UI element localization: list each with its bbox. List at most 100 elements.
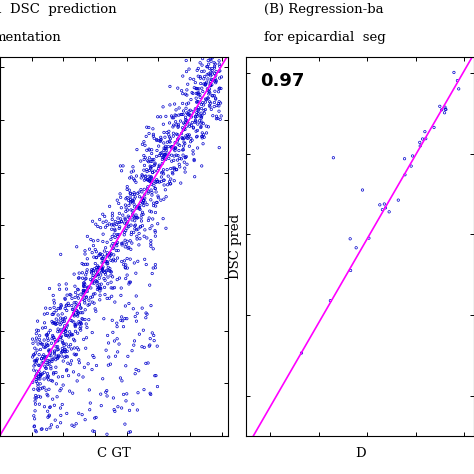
Point [34,340,42,348]
Point [215,144,223,151]
Point [80,286,87,294]
Point [87,276,94,283]
Point [178,87,185,94]
Point [169,164,177,172]
Point [50,348,58,356]
Point [117,215,125,223]
Point [55,325,62,333]
Point [136,235,144,243]
Point [94,237,102,244]
Point [160,151,168,159]
Point [140,197,147,204]
Point [44,370,51,377]
Point [174,140,182,148]
Point [57,411,64,419]
Point [165,128,173,135]
Point [79,274,86,282]
Point [103,387,110,394]
Point [153,199,161,206]
Point [42,353,49,361]
Point [81,364,88,371]
Point [84,284,91,292]
Point [171,147,179,155]
Point [97,224,104,231]
Point [155,142,163,150]
Point [33,378,40,385]
Point [206,64,213,72]
Point [35,375,42,383]
Point [185,65,193,73]
Point [44,408,51,415]
Point [49,332,56,339]
Point [44,341,52,349]
Point [96,250,104,257]
Point [50,369,57,376]
Point [136,202,144,210]
Point [201,80,209,88]
Point [150,182,158,190]
Point [56,285,64,293]
Point [54,343,62,350]
Point [69,306,76,313]
Point [102,244,109,252]
Point [49,377,56,385]
Point [441,103,449,111]
Point [134,225,142,233]
Point [192,84,200,92]
Point [105,339,112,347]
Point [72,307,80,314]
Point [90,242,97,249]
Point [47,356,55,364]
Point [82,306,89,314]
Point [103,249,111,256]
Point [199,55,206,63]
Point [93,266,101,273]
Point [104,260,111,267]
Point [200,80,208,88]
Point [142,360,150,367]
Point [118,258,126,265]
Point [208,81,216,89]
Point [97,284,104,292]
Point [157,136,164,144]
Point [98,255,106,262]
Point [143,123,151,131]
Point [79,316,87,323]
Point [197,80,204,87]
Point [112,240,120,247]
Point [182,132,190,140]
Point [149,264,157,272]
Point [187,96,195,103]
Point [168,143,175,150]
Point [174,123,182,131]
Point [115,340,123,348]
Point [106,202,113,210]
Point [212,94,219,102]
Point [71,293,79,301]
Point [33,327,40,334]
Point [352,244,360,252]
Point [202,80,210,88]
Point [191,173,199,181]
Point [132,365,140,373]
Point [160,153,168,161]
Point [80,336,87,343]
Point [125,428,133,436]
Point [82,416,89,423]
Point [68,295,76,302]
Point [175,111,182,119]
Point [63,324,70,332]
Point [45,346,53,354]
Point [73,311,81,319]
Point [201,109,208,117]
Point [182,154,189,162]
Point [81,287,88,295]
Point [130,167,137,175]
Point [133,172,140,180]
Point [110,406,118,413]
Point [68,317,76,325]
Point [146,207,154,215]
Point [141,162,148,169]
Point [96,284,103,292]
Point [376,201,383,209]
